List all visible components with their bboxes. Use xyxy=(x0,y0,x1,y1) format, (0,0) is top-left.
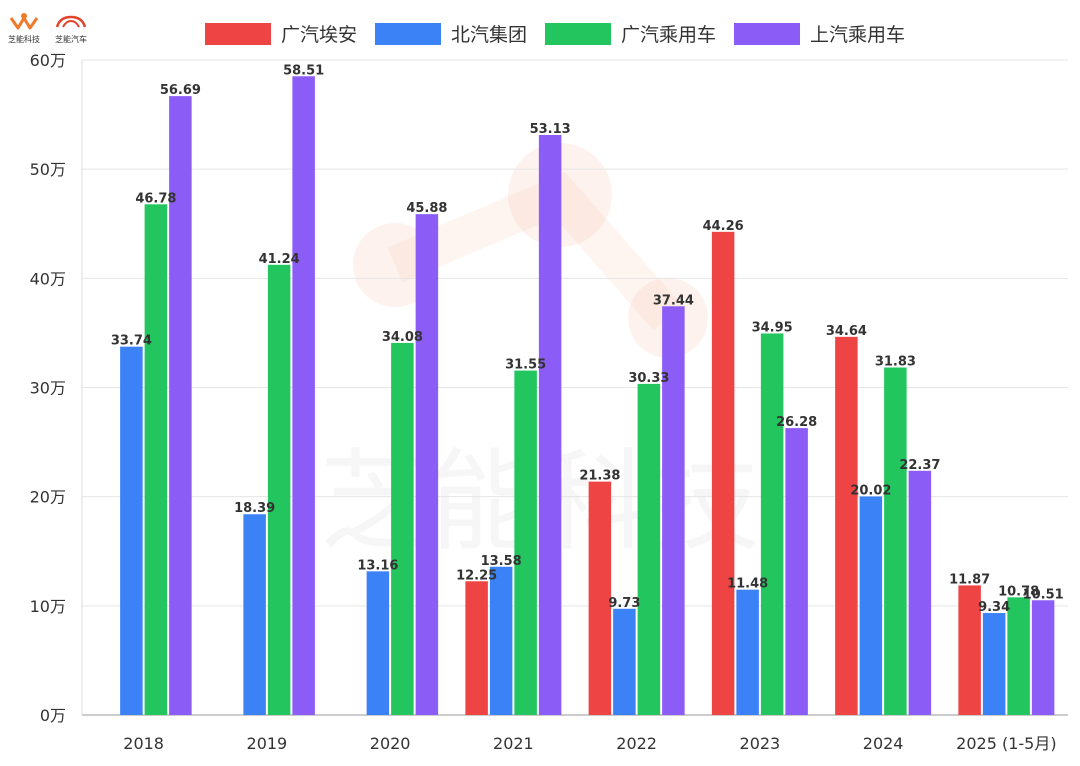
data-label: 12.25 xyxy=(456,568,497,583)
bar[interactable] xyxy=(884,367,907,715)
legend-swatch xyxy=(375,22,442,45)
zhineng-tech-logo-text: 芝能科技 xyxy=(8,35,40,44)
bar[interactable] xyxy=(489,566,513,715)
y-tick-label: 30万 xyxy=(30,379,66,398)
data-label: 11.87 xyxy=(949,572,990,587)
bar[interactable] xyxy=(835,336,858,715)
data-label: 31.83 xyxy=(875,355,916,370)
data-label: 9.73 xyxy=(608,596,640,611)
bar[interactable] xyxy=(538,134,562,715)
data-label: 44.26 xyxy=(703,219,744,234)
data-label: 34.08 xyxy=(382,330,423,345)
x-tick-label: 2023 xyxy=(740,734,781,753)
data-label: 13.58 xyxy=(481,554,522,569)
x-tick-label: 2022 xyxy=(616,734,657,753)
legend-label: 广汽乘用车 xyxy=(621,24,717,46)
bar[interactable] xyxy=(366,571,390,715)
bar[interactable] xyxy=(588,481,612,715)
legend-swatch xyxy=(205,22,271,45)
zhineng-auto-logo-text: 芝能汽车 xyxy=(55,35,87,44)
data-label: 56.69 xyxy=(160,83,201,98)
zhineng-tech-logo-icon xyxy=(9,13,39,30)
bar[interactable] xyxy=(292,76,315,716)
y-tick-label: 40万 xyxy=(30,269,66,288)
data-label: 37.44 xyxy=(653,293,694,308)
bar[interactable] xyxy=(169,96,192,716)
legend-item[interactable]: 上汽乘用车 xyxy=(734,20,905,47)
x-tick-label: 2019 xyxy=(247,734,288,753)
data-label: 33.74 xyxy=(111,334,152,349)
data-label: 26.28 xyxy=(776,415,817,430)
legend-item[interactable]: 北汽集团 xyxy=(375,20,527,47)
legend-label: 广汽埃安 xyxy=(281,24,358,46)
car-logo-icon xyxy=(55,15,87,28)
bar[interactable] xyxy=(120,346,143,715)
data-label: 11.48 xyxy=(727,577,768,592)
legend-item[interactable]: 广汽埃安 xyxy=(205,20,357,47)
bar[interactable] xyxy=(859,496,883,715)
bars xyxy=(120,76,1055,716)
data-label: 34.95 xyxy=(752,320,793,335)
bar[interactable] xyxy=(415,214,439,716)
x-tick-label: 2021 xyxy=(493,734,534,753)
x-tick-label: 2025 (1-5月) xyxy=(956,734,1056,753)
y-tick-label: 10万 xyxy=(30,597,66,616)
x-tick-label: 2020 xyxy=(370,734,411,753)
bar[interactable] xyxy=(760,333,784,715)
data-label: 20.02 xyxy=(850,483,891,498)
data-label: 10.78 xyxy=(998,584,1039,599)
bar[interactable] xyxy=(1007,597,1030,715)
brand-logos: 芝能科技 芝能汽车 xyxy=(8,12,88,45)
bar[interactable] xyxy=(711,231,735,715)
y-axis: 0万 10万 20万 30万 40万 50万 60万 xyxy=(30,51,83,725)
legend-item[interactable]: 广汽乘用车 xyxy=(545,20,716,47)
y-tick-label: 20万 xyxy=(30,488,66,507)
zhineng-auto-logo: 芝能汽车 xyxy=(54,12,88,45)
data-label: 31.55 xyxy=(505,358,546,373)
bar[interactable] xyxy=(144,204,168,715)
bar[interactable] xyxy=(613,608,636,715)
x-axis: 2018 2019 2020 2021 2022 2023 2024 2025 (1-5月) xyxy=(123,734,1056,753)
y-tick-label: 60万 xyxy=(30,51,66,70)
zhineng-tech-logo: 芝能科技 xyxy=(8,12,40,45)
y-tick-label: 0万 xyxy=(40,706,66,725)
legend-label: 上汽乘用车 xyxy=(810,24,906,46)
x-tick-label: 2024 xyxy=(863,734,904,753)
data-label: 45.88 xyxy=(406,201,447,216)
data-label: 10.51 xyxy=(1023,587,1064,602)
bar[interactable] xyxy=(637,383,661,715)
bar[interactable] xyxy=(514,370,537,715)
chart-legend: 广汽埃安 北汽集团 广汽乘用车 上汽乘用车 xyxy=(205,20,923,47)
legend-swatch xyxy=(734,22,801,45)
data-label: 46.78 xyxy=(135,191,176,206)
data-label: 34.64 xyxy=(826,324,867,339)
data-labels: 33.74 46.78 56.69 18.39 41.24 58.51 13.16 34.08… xyxy=(111,63,1064,615)
bar[interactable] xyxy=(243,514,266,715)
legend-swatch xyxy=(545,22,612,45)
bar[interactable] xyxy=(785,428,808,715)
bar[interactable] xyxy=(958,585,981,715)
data-label: 30.33 xyxy=(628,371,669,386)
data-label: 58.51 xyxy=(283,63,324,78)
data-label: 18.39 xyxy=(234,501,275,516)
data-label: 21.38 xyxy=(579,469,620,484)
data-label: 41.24 xyxy=(259,252,300,267)
bar[interactable] xyxy=(391,342,414,715)
data-label: 9.34 xyxy=(978,600,1010,615)
bar[interactable] xyxy=(736,589,759,715)
bar[interactable] xyxy=(1031,600,1055,715)
data-label: 22.37 xyxy=(899,458,940,473)
legend-label: 北汽集团 xyxy=(451,24,528,46)
data-label: 13.16 xyxy=(357,558,398,573)
y-tick-label: 50万 xyxy=(30,160,66,179)
data-label: 53.13 xyxy=(530,122,571,137)
bar[interactable] xyxy=(465,581,488,715)
x-tick-label: 2018 xyxy=(123,734,164,753)
bar[interactable] xyxy=(982,613,1006,715)
bar[interactable] xyxy=(908,470,932,715)
bar[interactable] xyxy=(267,264,291,715)
bar[interactable] xyxy=(662,306,685,715)
